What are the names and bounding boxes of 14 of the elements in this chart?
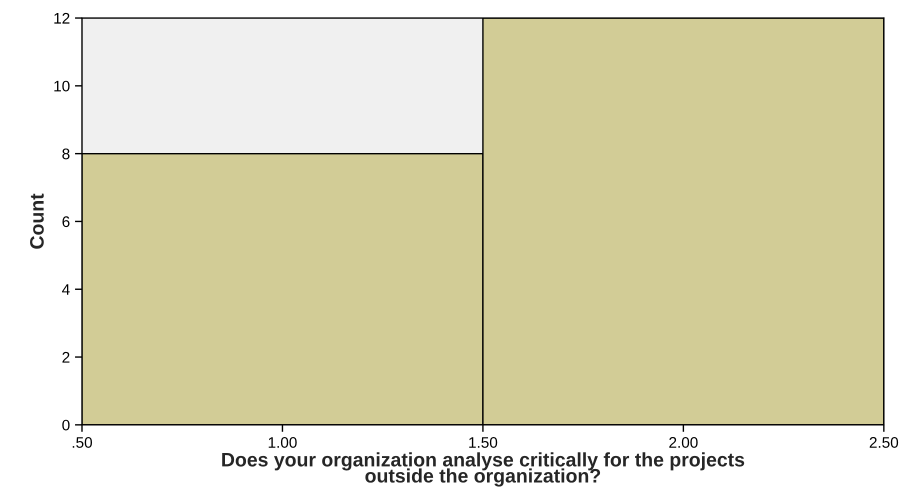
x-tick-label: .50 — [72, 437, 92, 448]
y-tick-label: 8 — [62, 148, 70, 160]
y-tick-label: 0 — [62, 420, 70, 431]
y-tick-label: 6 — [62, 216, 70, 228]
x-tick-label: 2.50 — [870, 437, 898, 448]
y-axis-title: Count — [30, 194, 44, 249]
x-axis-title: Does your organization analyse critically for the projects outside the organization? — [222, 452, 744, 487]
x-tick-label: 1.50 — [469, 437, 498, 448]
y-tick-label: 10 — [54, 80, 70, 92]
y-tick-label: 4 — [62, 284, 70, 295]
x-tick-label: 2.00 — [669, 437, 698, 448]
y-tick-label: 2 — [62, 352, 70, 363]
x-tick-label: 1.00 — [268, 437, 297, 448]
y-tick-label: 12 — [54, 12, 70, 24]
